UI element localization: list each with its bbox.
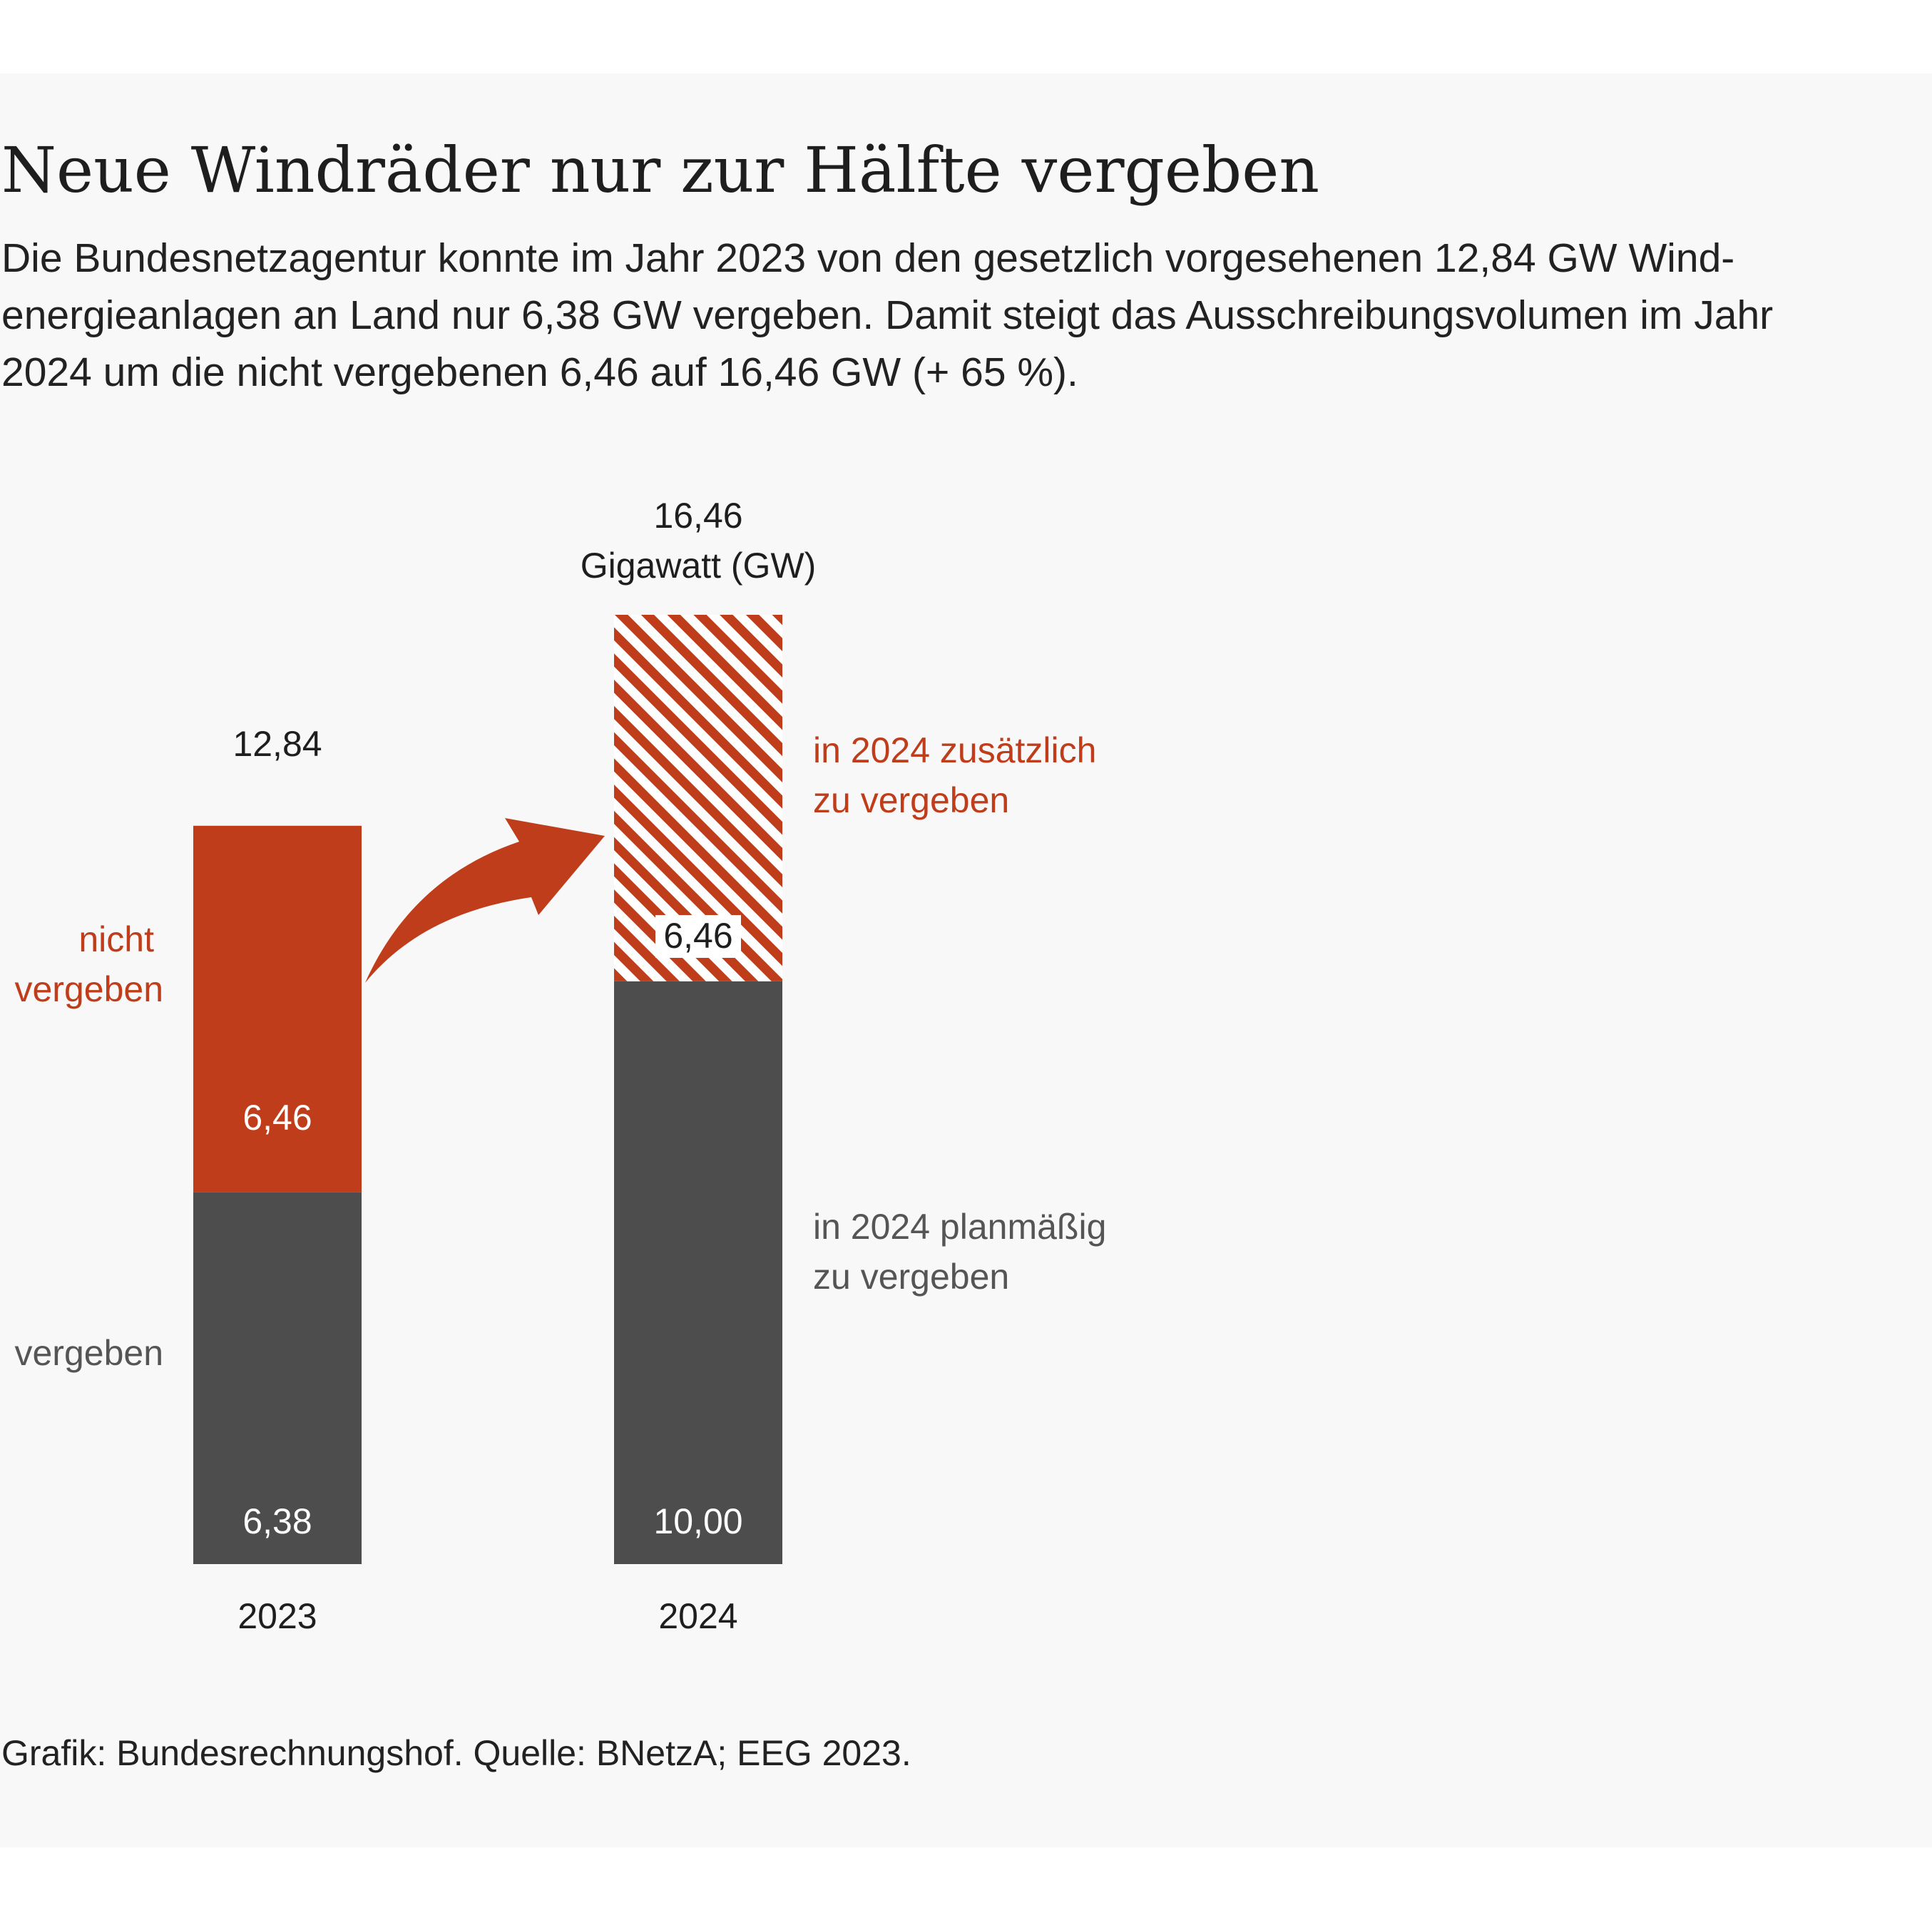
annotation-additional: zu vergeben [813,780,1009,820]
annotation-planned: in 2024 planmäßig [813,1207,1106,1247]
x-tick-label: 2023 [237,1596,317,1636]
bar-segment [614,981,782,1564]
data-label: 10,00 [653,1501,742,1541]
chart-title: Neue Windräder nur zur Hälfte vergeben [1,133,1319,207]
subtitle-line: energieanlagen an Land nur 6,38 GW verge… [1,292,1774,338]
data-label: 6,46 [242,1098,312,1138]
transfer-arrow [365,818,605,983]
subtitle-line: 2024 um die nicht vergebenen 6,46 auf 16… [1,349,1078,395]
data-label: 6,38 [242,1501,312,1541]
data-label: 6,46 [663,916,732,956]
annotation-not-awarded: vergeben [15,969,164,1009]
data-label-bg [655,915,741,958]
chart-subtitle: Die Bundesnetzagentur konnte im Jahr 202… [1,230,1898,401]
annotation-planned: zu vergeben [813,1257,1009,1297]
bar-segment [193,1192,362,1564]
source-note: Grafik: Bundesrechnungshof. Quelle: BNet… [1,1733,911,1773]
total-label: 16,46 [653,496,742,536]
annotation-awarded: vergeben [15,1333,164,1373]
annotation-not-awarded: nicht [78,919,154,959]
subtitle-line: Die Bundesnetzagentur konnte im Jahr 202… [1,235,1735,281]
bar-segment [193,825,362,1193]
annotation-additional: in 2024 zusätzlich [813,730,1096,770]
x-tick-label: 2024 [658,1596,737,1636]
total-label: 12,84 [232,724,322,764]
total-unit-label: Gigawatt (GW) [581,546,817,586]
